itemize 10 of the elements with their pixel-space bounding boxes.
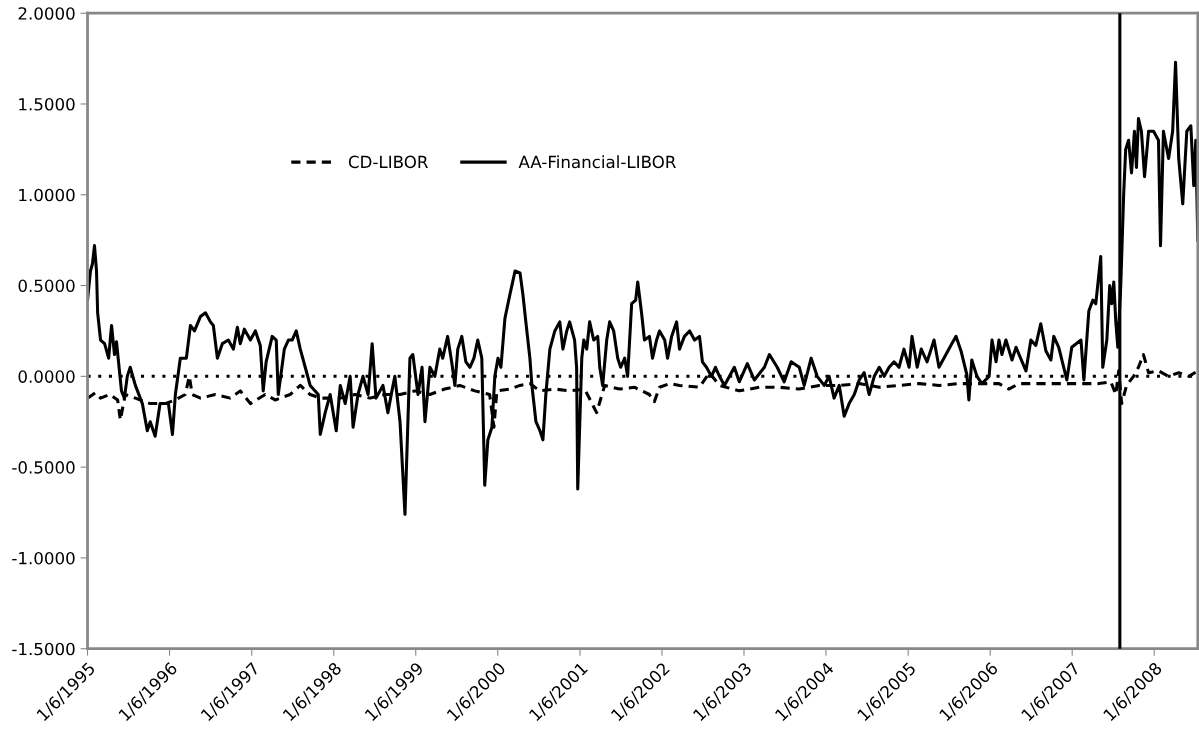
- y-tick-label: 1.0000: [19, 188, 75, 202]
- y-tick-label: 0.0000: [18, 370, 75, 383]
- y-tick-label: 2.0000: [18, 7, 75, 20]
- y-tick-label: -1.0000: [12, 551, 75, 565]
- y-tick-label: -0.5000: [12, 461, 75, 474]
- legend-label: AA-Financial-LIBOR: [518, 155, 676, 169]
- y-tick-label: 0.5000: [18, 279, 75, 293]
- legend-label: CD-LIBOR: [348, 155, 428, 169]
- y-tick-label: -1.5000: [12, 642, 75, 656]
- y-tick-label: 1.5000: [19, 97, 75, 111]
